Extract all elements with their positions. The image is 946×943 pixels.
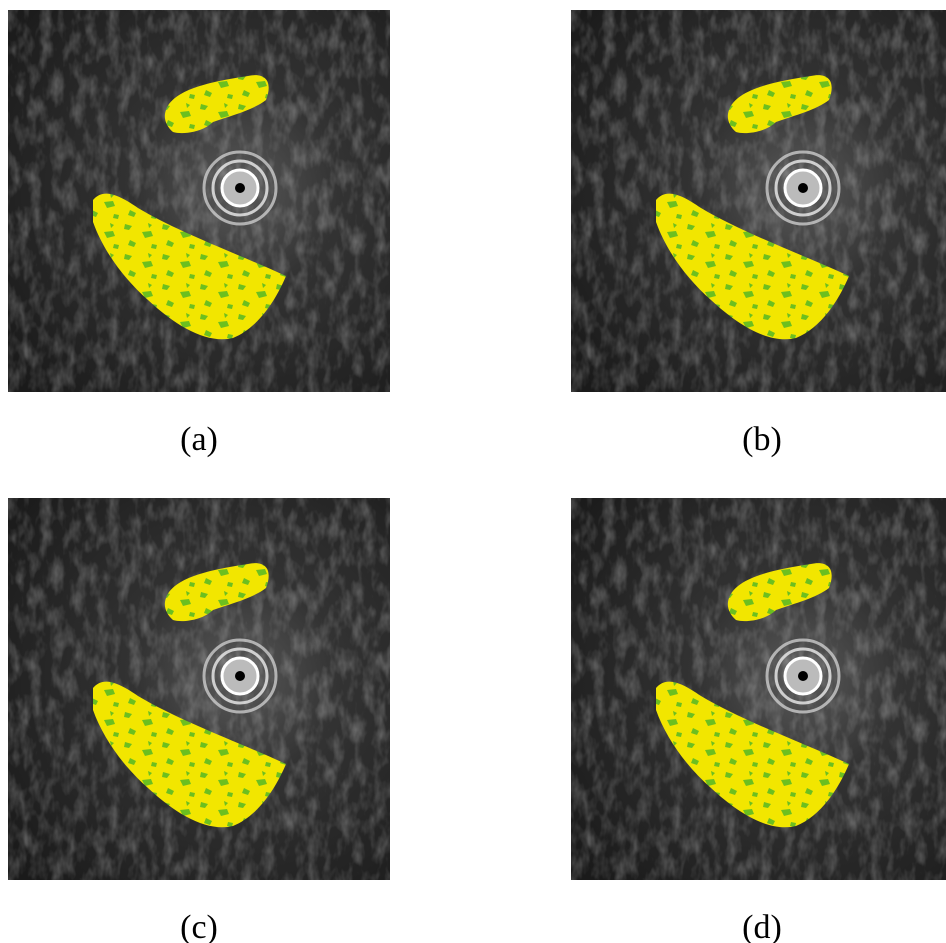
panel-label: (b) — [742, 421, 782, 458]
panel-label: (d) — [742, 909, 782, 943]
ultrasound-image — [8, 10, 390, 392]
figure: (a) (b) (c) (d) — [0, 0, 946, 943]
panel-label: (a) — [180, 421, 218, 458]
panel-label: (c) — [180, 909, 218, 943]
ultrasound-image — [571, 10, 946, 392]
ultrasound-image — [8, 498, 390, 880]
ultrasound-image — [571, 498, 946, 880]
